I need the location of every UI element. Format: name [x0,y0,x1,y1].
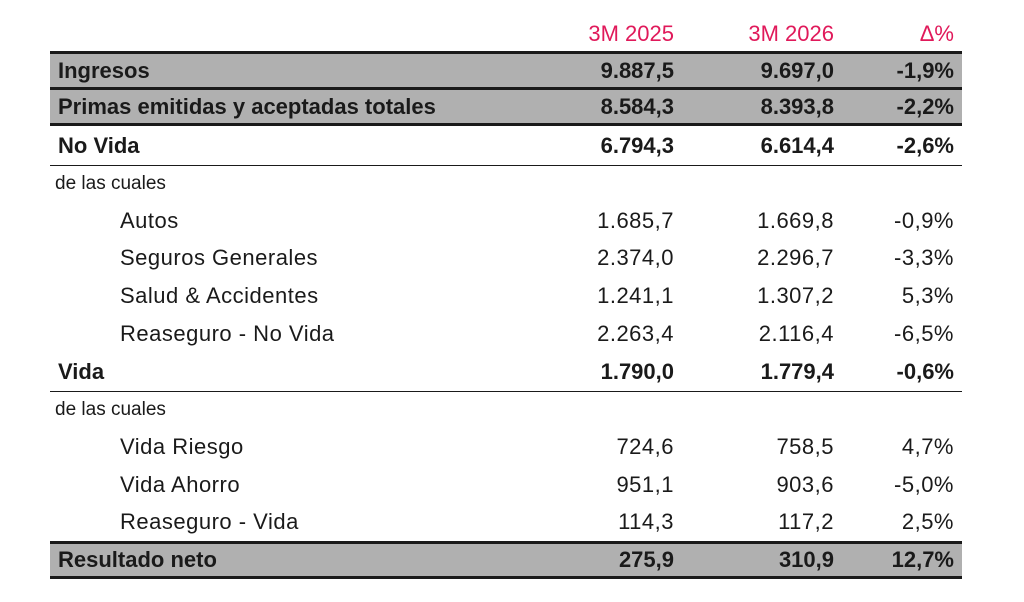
row-label: Primas emitidas y aceptadas totales [58,93,436,119]
row-vida-riesgo: Vida Riesgo 724,6 758,5 4,7% [50,428,962,466]
value-delta: -5,0% [894,471,954,497]
value-delta: -2,6% [896,132,954,158]
value-3m-2026: 9.697,0 [760,57,834,83]
value-3m-2025: 8.584,3 [600,93,674,119]
row-reaseguro-no-vida: Reaseguro - No Vida 2.263,4 2.116,4 -6,5… [50,315,962,353]
row-seguros-generales: Seguros Generales 2.374,0 2.296,7 -3,3% [50,240,962,278]
value-3m-2026: 8.393,8 [760,93,834,119]
value-3m-2025: 2.263,4 [597,320,674,346]
value-delta: -0,6% [896,358,954,384]
row-no-vida-subheader: de las cuales [50,166,962,202]
value-3m-2026: 758,5 [776,434,834,460]
header-3m-2025: 3M 2025 [588,20,674,46]
row-resultado-neto: Resultado neto 275,9 310,9 12,7% [50,541,962,580]
row-label: Ingresos [58,57,150,83]
financial-table: 3M 2025 3M 2026 Δ% Ingresos 9.887,5 9.69… [50,16,962,580]
value-3m-2025: 1.241,1 [597,282,674,308]
header-3m-2026: 3M 2026 [748,20,834,46]
value-3m-2026: 1.307,2 [757,282,834,308]
table-header-row: 3M 2025 3M 2026 Δ% [50,16,962,54]
row-vida-subheader: de las cuales [50,392,962,428]
subheader-label: de las cuales [55,173,166,194]
row-label: No Vida [58,132,140,158]
value-delta: -0,9% [894,207,954,233]
row-label: Autos [120,207,179,233]
value-delta: 2,5% [901,509,954,535]
row-primas: Primas emitidas y aceptadas totales 8.58… [50,90,962,126]
header-delta-percent: Δ% [919,20,954,46]
value-delta: -2,2% [896,93,954,119]
row-label: Reaseguro - Vida [120,509,299,535]
row-vida-ahorro: Vida Ahorro 951,1 903,6 -5,0% [50,466,962,504]
value-delta: 12,7% [891,547,954,573]
value-3m-2026: 310,9 [778,547,834,573]
row-no-vida: No Vida 6.794,3 6.614,4 -2,6% [50,126,962,166]
value-3m-2026: 2.116,4 [758,320,834,346]
value-3m-2025: 951,1 [616,471,674,497]
row-label: Vida [58,358,105,384]
value-delta: -6,5% [894,320,954,346]
row-vida: Vida 1.790,0 1.779,4 -0,6% [50,352,962,393]
value-3m-2026: 903,6 [776,471,834,497]
row-label: Seguros Generales [120,245,319,271]
value-delta: 4,7% [901,434,954,460]
value-delta: -1,9% [896,57,954,83]
value-3m-2026: 6.614,4 [760,132,834,158]
row-label: Vida Riesgo [120,434,244,460]
row-label: Salud & Accidentes [120,282,319,308]
row-reaseguro-vida: Reaseguro - Vida 114,3 117,2 2,5% [50,504,962,542]
value-3m-2026: 1.779,4 [760,358,834,384]
value-3m-2025: 9.887,5 [600,57,674,83]
value-3m-2025: 1.790,0 [600,358,674,384]
value-3m-2026: 117,2 [778,509,834,535]
value-3m-2026: 1.669,8 [757,207,834,233]
row-label: Vida Ahorro [120,471,241,497]
value-3m-2025: 1.685,7 [597,207,674,233]
value-3m-2025: 2.374,0 [597,245,674,271]
value-3m-2025: 6.794,3 [600,132,674,158]
row-label: Reaseguro - No Vida [120,320,335,346]
value-3m-2026: 2.296,7 [757,245,834,271]
value-delta: 5,3% [901,282,954,308]
row-ingresos: Ingresos 9.887,5 9.697,0 -1,9% [50,54,962,90]
value-3m-2025: 275,9 [618,547,674,573]
row-label: Resultado neto [58,547,217,573]
row-autos: Autos 1.685,7 1.669,8 -0,9% [50,202,962,240]
value-3m-2025: 114,3 [618,509,674,535]
value-3m-2025: 724,6 [616,434,674,460]
subheader-label: de las cuales [55,399,166,421]
value-delta: -3,3% [894,245,954,271]
row-salud-accidentes: Salud & Accidentes 1.241,1 1.307,2 5,3% [50,277,962,315]
